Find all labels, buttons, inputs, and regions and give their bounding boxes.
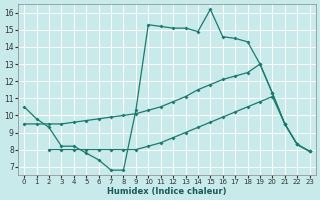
- X-axis label: Humidex (Indice chaleur): Humidex (Indice chaleur): [107, 187, 227, 196]
